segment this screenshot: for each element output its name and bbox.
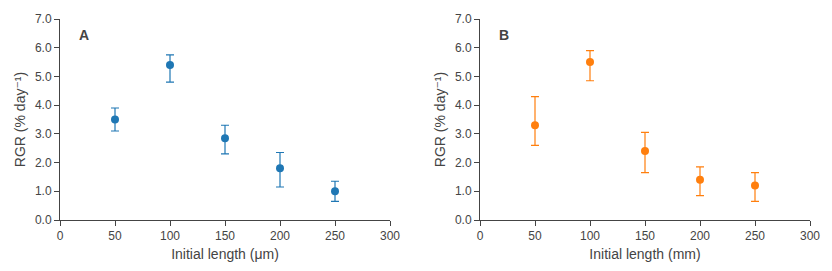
svg-text:5.0: 5.0 — [35, 70, 52, 84]
svg-text:200: 200 — [690, 229, 710, 243]
svg-text:RGR (% day⁻¹): RGR (% day⁻¹) — [12, 72, 28, 167]
svg-text:50: 50 — [528, 229, 542, 243]
svg-text:RGR (% day⁻¹): RGR (% day⁻¹) — [432, 72, 448, 167]
svg-text:A: A — [79, 27, 89, 43]
svg-text:6.0: 6.0 — [455, 41, 472, 55]
svg-text:Initial length (μm): Initial length (μm) — [171, 246, 279, 262]
svg-text:0: 0 — [57, 229, 64, 243]
svg-text:0.0: 0.0 — [35, 213, 52, 227]
svg-text:100: 100 — [160, 229, 180, 243]
svg-text:0: 0 — [477, 229, 484, 243]
svg-text:1.0: 1.0 — [455, 184, 472, 198]
svg-text:50: 50 — [108, 229, 122, 243]
svg-text:3.0: 3.0 — [35, 127, 52, 141]
svg-text:7.0: 7.0 — [455, 12, 472, 26]
svg-text:200: 200 — [270, 229, 290, 243]
svg-text:4.0: 4.0 — [455, 98, 472, 112]
svg-text:150: 150 — [215, 229, 235, 243]
svg-text:300: 300 — [380, 229, 400, 243]
svg-text:300: 300 — [800, 229, 820, 243]
svg-text:4.0: 4.0 — [35, 98, 52, 112]
svg-text:1.0: 1.0 — [35, 184, 52, 198]
svg-text:6.0: 6.0 — [35, 41, 52, 55]
svg-text:2.0: 2.0 — [455, 156, 472, 170]
svg-text:150: 150 — [635, 229, 655, 243]
svg-text:7.0: 7.0 — [35, 12, 52, 26]
svg-text:3.0: 3.0 — [455, 127, 472, 141]
svg-text:2.0: 2.0 — [35, 156, 52, 170]
svg-text:100: 100 — [580, 229, 600, 243]
svg-text:5.0: 5.0 — [455, 70, 472, 84]
svg-text:Initial length (mm): Initial length (mm) — [589, 246, 700, 262]
svg-text:250: 250 — [325, 229, 345, 243]
svg-text:0.0: 0.0 — [455, 213, 472, 227]
svg-text:B: B — [499, 27, 509, 43]
svg-text:250: 250 — [745, 229, 765, 243]
